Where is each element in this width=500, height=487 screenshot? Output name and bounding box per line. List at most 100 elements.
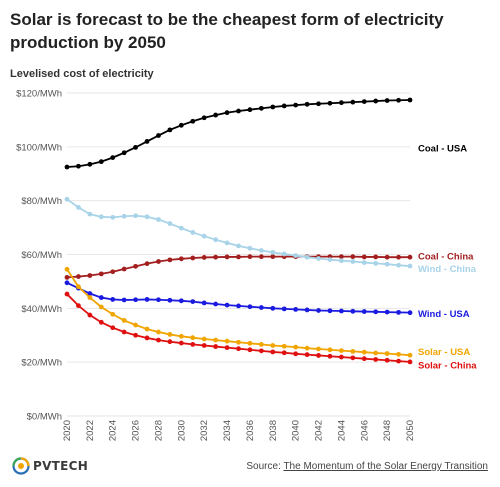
data-point: [350, 308, 356, 314]
y-tick-label: $20/MWh: [21, 358, 62, 369]
series-label: Coal - China: [418, 251, 474, 262]
data-point: [361, 309, 367, 314]
line-chart: $0/MWh $20/MWh $40/MWh $60/MWh $80/MWh $100/M…: [16, 89, 477, 442]
data-point: [64, 280, 70, 286]
data-point: [361, 254, 367, 260]
series-label: Coal - USA: [418, 144, 467, 155]
data-point: [156, 259, 161, 264]
data-point: [76, 303, 81, 309]
data-point: [156, 329, 161, 335]
data-point: [213, 344, 219, 349]
data-point: [121, 150, 127, 156]
data-point: [76, 284, 81, 290]
data-point: [178, 225, 184, 231]
data-point: [361, 260, 367, 265]
data-point: [133, 297, 139, 303]
data-point: [396, 97, 401, 103]
data-point: [236, 243, 241, 249]
y-tick-label: $40/MWh: [21, 304, 62, 315]
x-tick-label: 2026: [131, 420, 142, 441]
data-point: [361, 99, 367, 105]
data-point: [350, 355, 356, 361]
data-point: [396, 254, 401, 260]
series-line: [66, 255, 410, 279]
data-point: [121, 318, 127, 323]
data-point: [339, 308, 344, 314]
data-point: [178, 340, 184, 346]
data-point: [144, 261, 150, 267]
data-point: [64, 196, 70, 202]
data-point: [64, 266, 70, 272]
data-point: [201, 300, 207, 306]
data-point: [327, 308, 333, 314]
data-point: [167, 221, 173, 226]
data-point: [98, 214, 104, 220]
data-point: [373, 260, 379, 266]
pvtech-sun-icon: [12, 457, 30, 475]
x-tick-label: 2040: [291, 420, 302, 441]
data-point: [144, 139, 150, 144]
data-point: [339, 100, 344, 106]
data-point: [258, 254, 264, 260]
data-point: [156, 297, 161, 303]
y-tick-label: $120/MWh: [16, 89, 62, 100]
x-tick-label: 2032: [199, 420, 210, 441]
data-point: [224, 302, 230, 308]
data-point: [213, 237, 219, 243]
data-point: [293, 344, 299, 350]
data-point: [373, 309, 379, 315]
data-point: [87, 291, 93, 296]
data-point: [384, 351, 390, 356]
data-point: [87, 161, 93, 167]
data-point: [281, 350, 287, 356]
data-point: [327, 100, 333, 106]
data-point: [133, 213, 139, 219]
x-tick-label: 2044: [336, 420, 347, 441]
data-point: [167, 257, 173, 263]
data-point: [178, 298, 184, 304]
data-point: [110, 311, 116, 317]
data-point: [373, 98, 379, 104]
data-point: [133, 322, 139, 328]
data-point: [190, 230, 196, 235]
data-point: [293, 102, 299, 108]
x-tick-label: 2036: [245, 420, 256, 441]
data-point: [327, 353, 333, 359]
data-point: [224, 240, 230, 246]
data-point: [213, 112, 219, 118]
x-tick-label: 2022: [85, 420, 96, 441]
data-point: [133, 263, 139, 269]
data-point: [98, 295, 104, 300]
data-point: [373, 357, 379, 362]
data-point: [270, 349, 276, 355]
data-point: [201, 336, 207, 342]
data-point: [361, 356, 367, 362]
data-point: [110, 269, 116, 275]
data-point: [316, 353, 321, 358]
data-point: [167, 297, 173, 303]
source-link[interactable]: The Momentum of the Solar Energy Transit…: [283, 461, 488, 472]
data-point: [407, 254, 413, 260]
data-point: [293, 351, 299, 357]
data-point: [144, 326, 150, 332]
y-tick-label: $60/MWh: [21, 250, 62, 261]
x-tick-label: 2028: [153, 420, 164, 441]
data-point: [384, 309, 390, 315]
data-point: [407, 97, 413, 103]
data-point: [190, 335, 196, 341]
chart-subtitle: Levelised cost of electricity: [10, 68, 154, 80]
data-point: [258, 305, 264, 310]
data-point: [350, 254, 356, 260]
data-point: [281, 343, 287, 349]
data-point: [224, 345, 230, 351]
data-point: [98, 319, 104, 325]
data-point: [224, 338, 230, 344]
data-point: [98, 304, 104, 310]
x-tick-label: 2020: [62, 420, 73, 441]
data-point: [133, 144, 139, 150]
data-point: [327, 257, 333, 263]
series-label: Solar - China: [418, 360, 477, 371]
data-point: [201, 343, 207, 348]
data-point: [293, 307, 299, 312]
data-point: [281, 251, 287, 257]
